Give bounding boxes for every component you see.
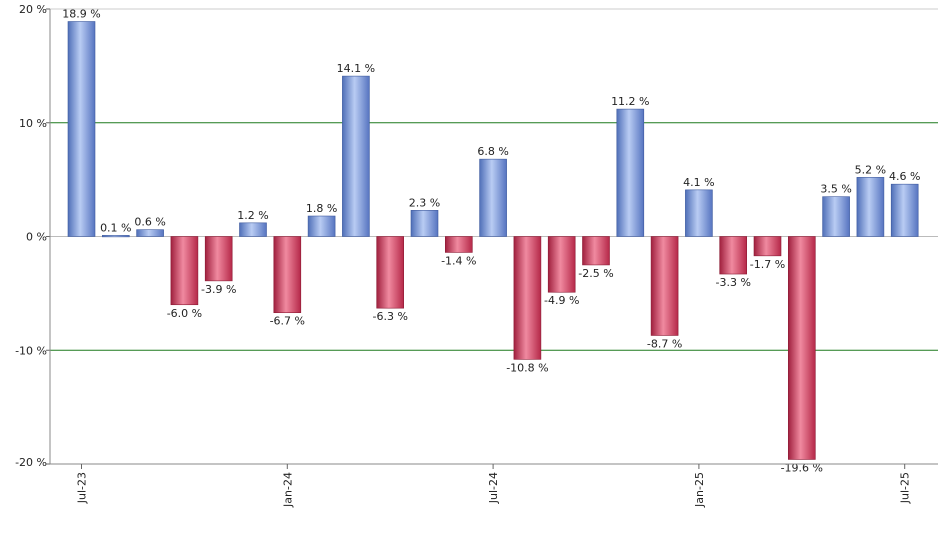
- x-tick-label: Jan-24: [281, 472, 294, 508]
- data-label: 2.3 %: [409, 196, 440, 209]
- data-label: -19.6 %: [781, 461, 823, 474]
- bar: [582, 236, 610, 266]
- data-label: 18.9 %: [62, 8, 100, 21]
- data-label: 6.8 %: [477, 145, 508, 158]
- bar: [307, 215, 336, 237]
- bar: [67, 21, 96, 237]
- bar: [273, 236, 302, 314]
- data-label: -6.7 %: [270, 315, 305, 328]
- data-label: 1.8 %: [306, 202, 337, 215]
- y-tick-label: 0 %: [26, 231, 47, 244]
- bar: [547, 236, 576, 293]
- bar: [136, 229, 164, 237]
- x-tick-label: Jan-25: [693, 472, 706, 508]
- y-tick-label: -20 %: [15, 456, 47, 469]
- bar: [239, 222, 267, 237]
- bar: [685, 189, 713, 237]
- bar: [170, 236, 199, 306]
- bar: [787, 236, 816, 460]
- data-label: -3.3 %: [715, 276, 750, 289]
- data-label: 0.1 %: [100, 221, 131, 234]
- data-label: -1.4 %: [441, 254, 476, 267]
- x-tick-label: Jul-23: [76, 472, 89, 504]
- bar: [719, 236, 748, 275]
- data-label: 11.2 %: [611, 95, 649, 108]
- data-label: -6.3 %: [372, 310, 407, 323]
- bar: [890, 183, 919, 237]
- data-labels: 18.9 % 0.1 % 0.6 % -6.0 % -3.9 % 1.2 % -6.7 % 1…: [62, 8, 920, 475]
- data-label: -1.7 %: [750, 258, 785, 271]
- data-label: -6.0 %: [167, 307, 202, 320]
- y-tick-label: 20 %: [19, 3, 47, 16]
- data-label: -4.9 %: [544, 294, 579, 307]
- x-tick-label: Jul-25: [899, 472, 912, 504]
- bar: [822, 196, 850, 237]
- data-label: -10.8 %: [506, 361, 548, 374]
- data-label: -8.7 %: [647, 337, 682, 350]
- bar: [753, 236, 782, 257]
- bar: [342, 75, 370, 237]
- data-label: 4.6 %: [889, 170, 920, 183]
- bar: [444, 236, 473, 253]
- bar: [102, 235, 130, 238]
- bar: [513, 236, 542, 360]
- y-tick-label: 10 %: [19, 117, 47, 130]
- data-label: -3.9 %: [201, 283, 236, 296]
- data-label: 0.6 %: [134, 216, 165, 229]
- data-label: 4.1 %: [683, 176, 714, 189]
- data-label: 1.2 %: [237, 209, 268, 222]
- bar: [410, 210, 439, 237]
- data-label: 14.1 %: [337, 62, 375, 75]
- y-tick-label: -10 %: [15, 344, 47, 357]
- bar: [616, 108, 645, 237]
- bar: [479, 158, 507, 237]
- data-label: 3.5 %: [820, 183, 851, 196]
- data-label: -2.5 %: [578, 267, 613, 280]
- bar: [376, 236, 405, 309]
- axes: 20 % 10 % 0 % -10 % -20 % Jul-23 Jan-24 Jul-24 J…: [15, 3, 938, 508]
- bars: [67, 21, 919, 460]
- bar: [650, 236, 679, 336]
- bar: [204, 236, 233, 282]
- x-tick-label: Jul-24: [487, 472, 500, 504]
- bar: [856, 177, 885, 237]
- data-label: 5.2 %: [855, 163, 886, 176]
